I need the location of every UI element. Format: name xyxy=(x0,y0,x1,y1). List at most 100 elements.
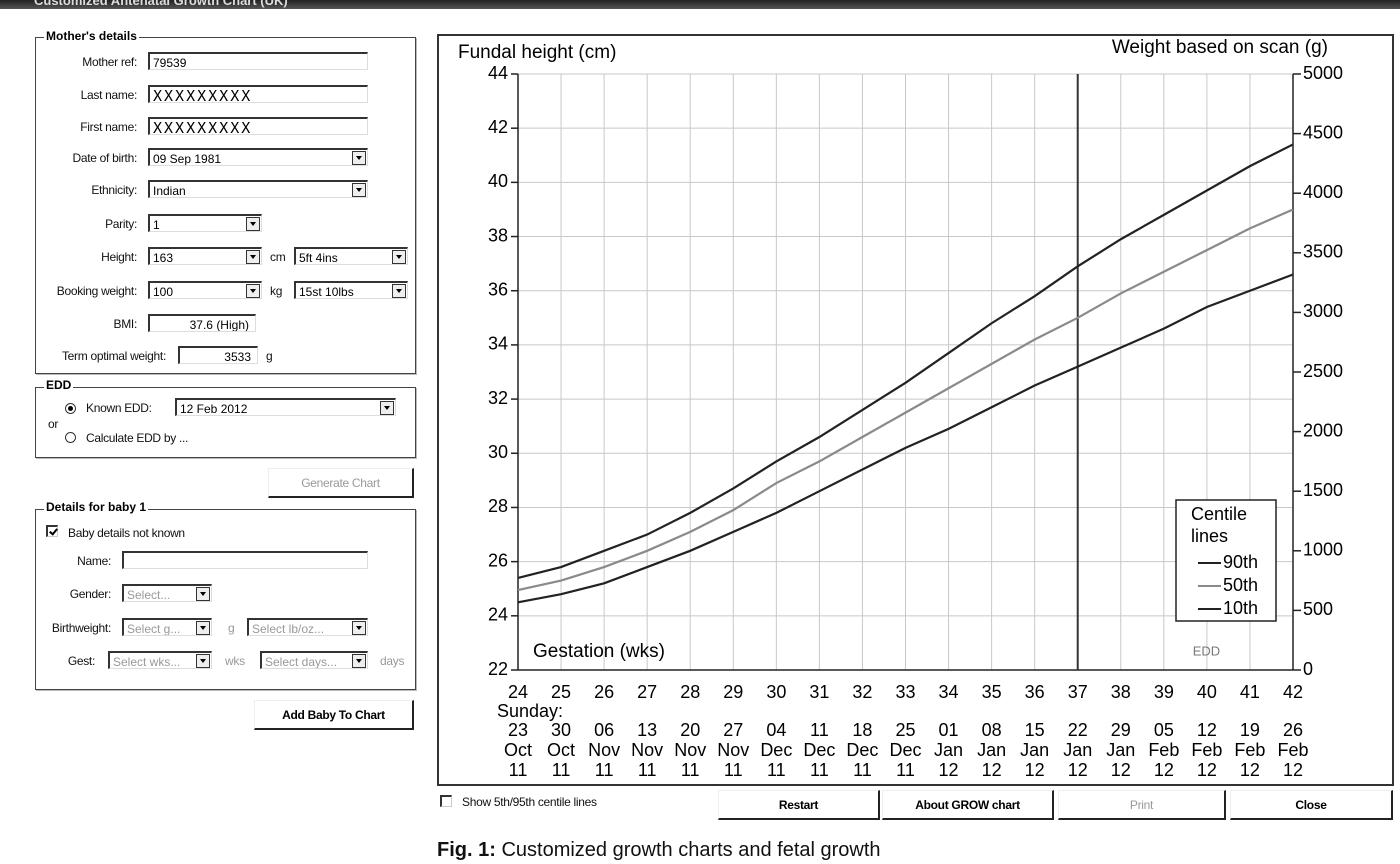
radio-known-edd[interactable] xyxy=(65,403,76,414)
date-label: 12 xyxy=(1154,760,1174,780)
field-label: Booking weight: xyxy=(56,284,138,298)
date-label: 27 xyxy=(723,720,743,740)
y2-tick-label: 5000 xyxy=(1303,63,1343,83)
dropdown-arrow[interactable] xyxy=(352,621,366,635)
date-label: 11 xyxy=(853,760,872,780)
dropdown[interactable]: 15st 10lbs xyxy=(294,281,408,299)
y-tick-label: 34 xyxy=(488,334,508,354)
x-tick-label: 27 xyxy=(637,682,657,702)
generate-chart-button[interactable]: Generate Chart xyxy=(268,468,414,498)
field-label: Birthweight: xyxy=(51,621,111,635)
date-label: Feb xyxy=(1234,740,1265,760)
text-input[interactable]: 79539 xyxy=(148,52,368,70)
footer-button[interactable]: Print xyxy=(1058,790,1226,820)
dropdown[interactable]: 163 xyxy=(148,247,262,265)
dropdown-arrow[interactable] xyxy=(196,621,210,635)
x-tick-label: 28 xyxy=(680,682,700,702)
date-label: Jan xyxy=(1063,740,1092,760)
y-tick-label: 36 xyxy=(488,279,508,299)
y-tick-label: 26 xyxy=(488,550,508,570)
date-label: 13 xyxy=(637,720,657,740)
y2-axis-title: Weight based on scan (g) xyxy=(1112,37,1328,58)
date-label: 15 xyxy=(1025,720,1045,740)
baby-group xyxy=(35,509,416,690)
dropdown[interactable]: 5ft 4ins xyxy=(294,247,408,265)
dropdown[interactable]: Select lb/oz... xyxy=(247,618,368,636)
unit-label: g xyxy=(228,621,235,635)
x-tick-label: 40 xyxy=(1197,682,1217,702)
dropdown[interactable]: Select wks... xyxy=(108,651,212,669)
dropdown-arrow[interactable] xyxy=(392,284,406,298)
text-input[interactable]: 3533 xyxy=(178,346,258,364)
dropdown-arrow[interactable] xyxy=(392,250,406,264)
y-tick-label: 22 xyxy=(488,659,508,679)
date-label: 11 xyxy=(595,760,614,780)
name-input[interactable] xyxy=(122,551,368,569)
date-label: 11 xyxy=(638,760,657,780)
group-legend: EDD xyxy=(44,378,74,392)
date-label: 05 xyxy=(1154,720,1174,740)
y-tick-label: 24 xyxy=(488,605,508,625)
y-tick-label: 40 xyxy=(488,171,508,191)
x-tick-label: 30 xyxy=(766,682,786,702)
field-label: Name: xyxy=(77,554,111,568)
chart-panel xyxy=(437,34,1394,786)
text-input[interactable]: XXXXXXXXX xyxy=(148,117,368,135)
date-label: 12 xyxy=(1283,760,1303,780)
dropdown[interactable]: Select... xyxy=(122,584,212,602)
dropdown[interactable]: Select g... xyxy=(122,618,212,636)
dropdown[interactable]: 12 Feb 2012 xyxy=(175,398,396,416)
text-input[interactable]: 37.6 (High) xyxy=(148,314,256,332)
dropdown-arrow[interactable] xyxy=(246,284,260,298)
footer-button[interactable]: Restart xyxy=(718,790,880,820)
dropdown-arrow[interactable] xyxy=(246,250,260,264)
legend-title: Centile xyxy=(1191,504,1247,524)
dropdown-arrow[interactable] xyxy=(246,217,260,231)
x-tick-label: 26 xyxy=(594,682,614,702)
checkbox-centiles[interactable] xyxy=(440,795,452,807)
dropdown-arrow[interactable] xyxy=(196,587,210,601)
date-label: 26 xyxy=(1283,720,1303,740)
dropdown-arrow[interactable] xyxy=(352,654,366,668)
text-input[interactable]: XXXXXXXXX xyxy=(148,85,368,103)
date-label: 11 xyxy=(767,760,786,780)
date-label: 11 xyxy=(681,760,700,780)
dropdown[interactable]: 100 xyxy=(148,281,262,299)
date-label: 11 xyxy=(896,760,915,780)
date-label: Nov xyxy=(717,740,749,760)
edd-group xyxy=(35,387,416,458)
checkbox-label: Baby details not known xyxy=(68,526,185,540)
x-tick-label: 25 xyxy=(551,682,571,702)
date-label: 01 xyxy=(939,720,959,740)
radio-calculate-edd[interactable] xyxy=(65,432,76,443)
date-label: Dec xyxy=(889,740,921,760)
date-label: 12 xyxy=(1068,760,1088,780)
footer-button[interactable]: About GROW chart xyxy=(882,790,1054,820)
x-tick-label: 37 xyxy=(1068,682,1088,702)
y-tick-label: 28 xyxy=(488,496,508,516)
unit-label: kg xyxy=(270,284,283,298)
checkbox-baby-unknown[interactable] xyxy=(46,525,58,537)
x-tick-label: 39 xyxy=(1154,682,1174,702)
y2-tick-label: 2500 xyxy=(1303,361,1343,381)
dropdown-arrow[interactable] xyxy=(380,401,394,415)
dropdown[interactable]: Select days... xyxy=(260,651,368,669)
add-baby-button[interactable]: Add Baby To Chart xyxy=(254,700,414,730)
date-label: Jan xyxy=(1020,740,1049,760)
date-label: Dec xyxy=(846,740,878,760)
y-tick-label: 44 xyxy=(488,63,508,83)
dropdown-arrow[interactable] xyxy=(196,654,210,668)
dropdown-arrow[interactable] xyxy=(352,183,366,197)
dropdown[interactable]: Indian xyxy=(148,180,368,198)
footer-button[interactable]: Close xyxy=(1230,790,1393,820)
group-legend: Mother's details xyxy=(44,29,139,43)
date-label: 11 xyxy=(724,760,743,780)
dropdown[interactable]: 09 Sep 1981 xyxy=(148,148,368,166)
date-label: Feb xyxy=(1191,740,1222,760)
x-tick-label: 29 xyxy=(723,682,743,702)
x-tick-label: 42 xyxy=(1283,682,1303,702)
dropdown[interactable]: 1 xyxy=(148,214,262,232)
date-label: Dec xyxy=(803,740,835,760)
dropdown-arrow[interactable] xyxy=(352,151,366,165)
